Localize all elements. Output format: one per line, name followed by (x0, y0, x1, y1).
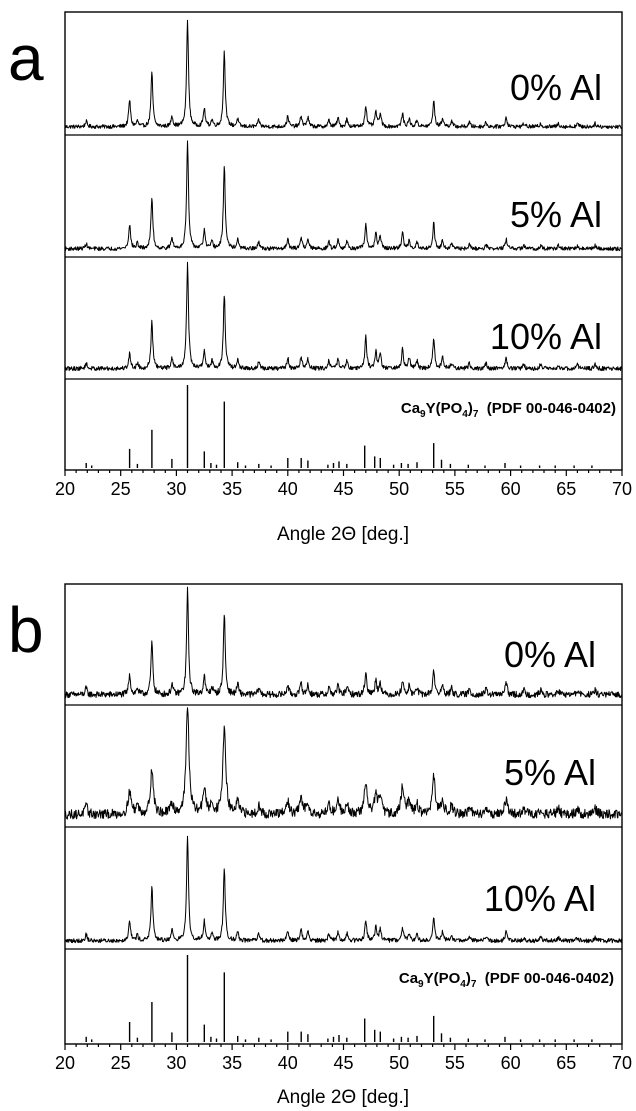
x-tick-label: 70 (612, 1053, 632, 1073)
ref-close-sub: 7 (471, 979, 477, 990)
x-tick-label: 45 (333, 1053, 353, 1073)
panel-b-label-10pct-al: 10% Al (484, 878, 596, 919)
x-tick-label: 35 (222, 1053, 242, 1073)
ref-ca-sub: 9 (418, 979, 424, 990)
panel-b-reference-label: Ca9Y(PO4)7 (PDF 00-046-0402) (399, 970, 614, 990)
x-tick-label: 55 (445, 479, 465, 499)
panel-a-label-0pct-al: 0% Al (510, 67, 602, 108)
x-tick-label: 65 (556, 1053, 576, 1073)
panel-a-reference-label: Ca9Y(PO4)7 (PDF 00-046-0402) (401, 400, 616, 420)
x-tick-label: 45 (333, 479, 353, 499)
x-tick-label: 55 (445, 1053, 465, 1073)
panel-a-label-5pct-al: 5% Al (510, 194, 602, 235)
panel-b-label-5pct-al: 5% Al (504, 752, 596, 793)
x-tick-label: 70 (612, 479, 632, 499)
panel-a-trace-0pct-al (64, 19, 623, 130)
x-tick-label: 50 (389, 479, 409, 499)
ref-ca-sub: 9 (420, 409, 426, 420)
ref-close: ) (466, 970, 471, 987)
ref-y: Y(PO (426, 400, 463, 417)
x-tick-label: 60 (501, 1053, 521, 1073)
ref-pdf: (PDF 00-046-0402) (476, 970, 614, 987)
x-tick-label: 20 (55, 479, 75, 499)
ref-ca: Ca (401, 400, 421, 417)
x-tick-label: 40 (278, 1053, 298, 1073)
x-tick-label: 25 (111, 479, 131, 499)
panel-b-label-0pct-al: 0% Al (504, 634, 596, 675)
panel-a-x-axis-label: Angle 2Θ [deg.] (277, 524, 409, 545)
ref-close-sub: 7 (473, 409, 479, 420)
x-tick-label: 30 (166, 479, 186, 499)
x-tick-label: 20 (55, 1053, 75, 1073)
panel-b-x-axis-label: Angle 2Θ [deg.] (277, 1087, 409, 1108)
ref-po-sub: 4 (460, 979, 466, 990)
x-tick-label: 35 (222, 479, 242, 499)
panel-b-trace-10pct-al (64, 835, 622, 944)
panel-b-trace-5pct-al (64, 707, 623, 820)
panel-b: b 0% Al 5% Al 10% Al Ca9Y(PO4)7 (PDF 00-… (8, 583, 632, 1108)
x-tick-label: 60 (501, 479, 521, 499)
x-tick-label: 30 (166, 1053, 186, 1073)
x-tick-label: 25 (111, 1053, 131, 1073)
x-tick-label: 50 (389, 1053, 409, 1073)
panel-a-trace-5pct-al (64, 140, 623, 252)
panel-b-reference-sticks (85, 955, 593, 1042)
panel-b-x-axis: 20 25 30 35 40 45 50 55 60 65 70 (55, 1044, 632, 1073)
panel-a-label-10pct-al: 10% Al (490, 316, 602, 357)
panel-a-trace-10pct-al (64, 261, 623, 372)
panel-b-trace-0pct-al (64, 586, 623, 699)
ref-po-sub: 4 (462, 409, 468, 420)
panel-a-x-axis: 20 25 30 35 40 45 50 55 60 65 70 (55, 470, 632, 499)
x-tick-label: 65 (556, 479, 576, 499)
x-tick-label: 40 (278, 479, 298, 499)
panel-a: a 0% Al 5% Al 10% Al Ca9Y(PO4)7 (PDF 00-… (8, 11, 632, 545)
ref-close: ) (468, 400, 473, 417)
panel-b-letter: b (8, 594, 44, 666)
ref-pdf: (PDF 00-046-0402) (478, 400, 616, 417)
panel-a-letter: a (8, 22, 44, 94)
ref-ca: Ca (399, 970, 419, 987)
panel-a-reference-sticks (85, 385, 593, 468)
ref-y: Y(PO (424, 970, 461, 987)
